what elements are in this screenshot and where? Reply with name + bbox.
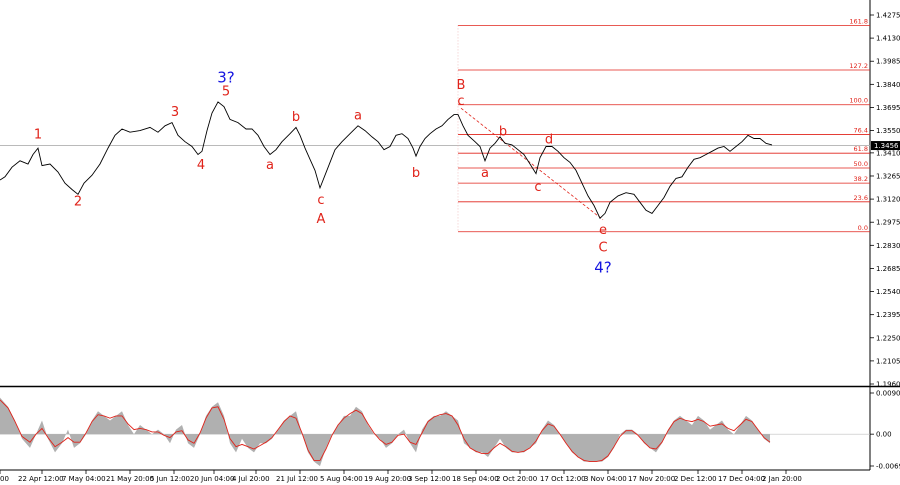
fib-level-label: 0.0 [858,224,868,232]
wave-label-a: a [354,108,362,123]
price-axis-label: 1.2395 [876,311,900,319]
wave-label-c: c [317,193,324,208]
price-axis-label: 1.2975 [876,219,900,227]
price-axis-label: 1.1960 [876,381,900,389]
time-axis: 00 22 Apr 12:007 May 04:00 21 May 20:005 J… [0,470,802,483]
time-axis-label: 3 Sep 12:00 [408,475,450,483]
price-axis-label: 1.2830 [876,242,900,250]
time-axis-label: 21 May 20:00 [106,475,154,483]
time-axis-label: 3 Nov 04:00 [584,475,627,483]
fib-level-label: 61.8 [854,145,868,153]
wave-label-C: C [598,241,607,256]
fib-level-label: 127.2 [849,62,868,70]
time-axis-label: 5 Aug 04:00 [320,475,363,483]
wave-label-4q: 4? [594,258,612,276]
price-axis-label: 1.3550 [876,127,900,135]
fib-level-label: 23.6 [854,194,868,202]
current-price-tag-text: 1.3456 [874,142,899,150]
wave-label-4: 4 [197,158,205,173]
fib-level-label: 50.0 [854,160,868,168]
osc-axis-label: 0.00 [876,431,892,439]
price-axis-label: 1.3695 [876,104,900,112]
wave-label-c: c [457,94,464,109]
wave-label-5: 5 [222,84,230,99]
time-axis-label: 18 Sep 04:00 [452,475,499,483]
price-axis-label: 1.2250 [876,334,900,342]
fibonacci-levels: 161.8 127.2 100.0 76.4 61.8 50.0 38.2 23.6 0.0 [457,17,870,233]
wave-label-3q: 3? [217,69,235,87]
price-axis-label: 1.4275 [876,12,900,20]
wave-diagonal-line [460,107,604,221]
time-axis-label: 2 Dec 12:00 [674,475,717,483]
fib-level-label: 38.2 [854,175,868,183]
time-axis-label: 7 May 04:00 [62,475,106,483]
oscillator-axis: 0.00901 0.00 -0.00697 [870,390,900,471]
main-panel[interactable] [0,0,870,386]
time-axis-label: 21 Jul 12:00 [276,475,318,483]
time-axis-label: 17 Dec 04:00 [718,475,765,483]
price-axis-label: 1.3120 [876,196,900,204]
oscillator-histogram [0,397,770,467]
oscillator-panel[interactable] [0,397,870,467]
time-axis-label: 4 Jul 20:00 [232,475,270,483]
wave-label-A: A [317,212,326,227]
price-axis-label: 1.3410 [876,149,900,157]
wave-label-e: e [599,223,607,238]
time-axis-label: 22 Apr 12:00 [18,475,64,483]
time-axis-label: 17 Nov 20:00 [628,475,675,483]
oscillator-signal-line [0,399,771,463]
wave-label-3: 3 [171,105,179,120]
current-price-tag: 1.3456 [871,141,900,151]
price-axis-label: 1.2540 [876,288,900,296]
time-axis-label: 17 Oct 12:00 [540,475,586,483]
wave-label-1: 1 [34,128,42,143]
osc-axis-label: 0.00901 [876,390,900,398]
time-axis-label: 19 Aug 20:00 [364,475,411,483]
wave-label-b: b [499,124,507,139]
price-axis-label: 1.3265 [876,172,900,180]
price-axis-label: 1.3840 [876,81,900,89]
price-axis: 1.4275 1.4130 1.3985 1.3840 1.3695 1.3550 1.34… [870,12,900,389]
wave-label-b: b [412,166,420,181]
price-axis-label: 1.2685 [876,265,900,273]
time-axis-label: 20 Jun 04:00 [190,475,234,483]
wave-label-a: a [481,166,489,181]
fib-level-label: 100.0 [849,97,868,105]
price-axis-label: 1.2105 [876,357,900,365]
wave-label-c: c [534,180,541,195]
current-price-tag-box [871,141,900,151]
price-axis-label: 1.4130 [876,35,900,43]
time-axis-label: 5 Jun 12:00 [150,475,190,483]
time-axis-label: 00 [0,475,9,483]
wave-label-a: a [266,158,274,173]
fib-level-label: 76.4 [854,127,868,135]
osc-axis-label: -0.00697 [876,463,900,471]
wave-label-2: 2 [74,194,82,209]
time-axis-label: 2 Oct 20:00 [496,475,537,483]
wave-label-d: d [545,132,553,147]
wave-label-B: B [457,78,466,93]
wave-label-b: b [292,110,300,125]
fib-level-label: 161.8 [849,17,868,25]
price-series [0,101,773,219]
price-axis-label: 1.3985 [876,58,900,66]
time-axis-label: 2 Jan 20:00 [762,475,802,483]
